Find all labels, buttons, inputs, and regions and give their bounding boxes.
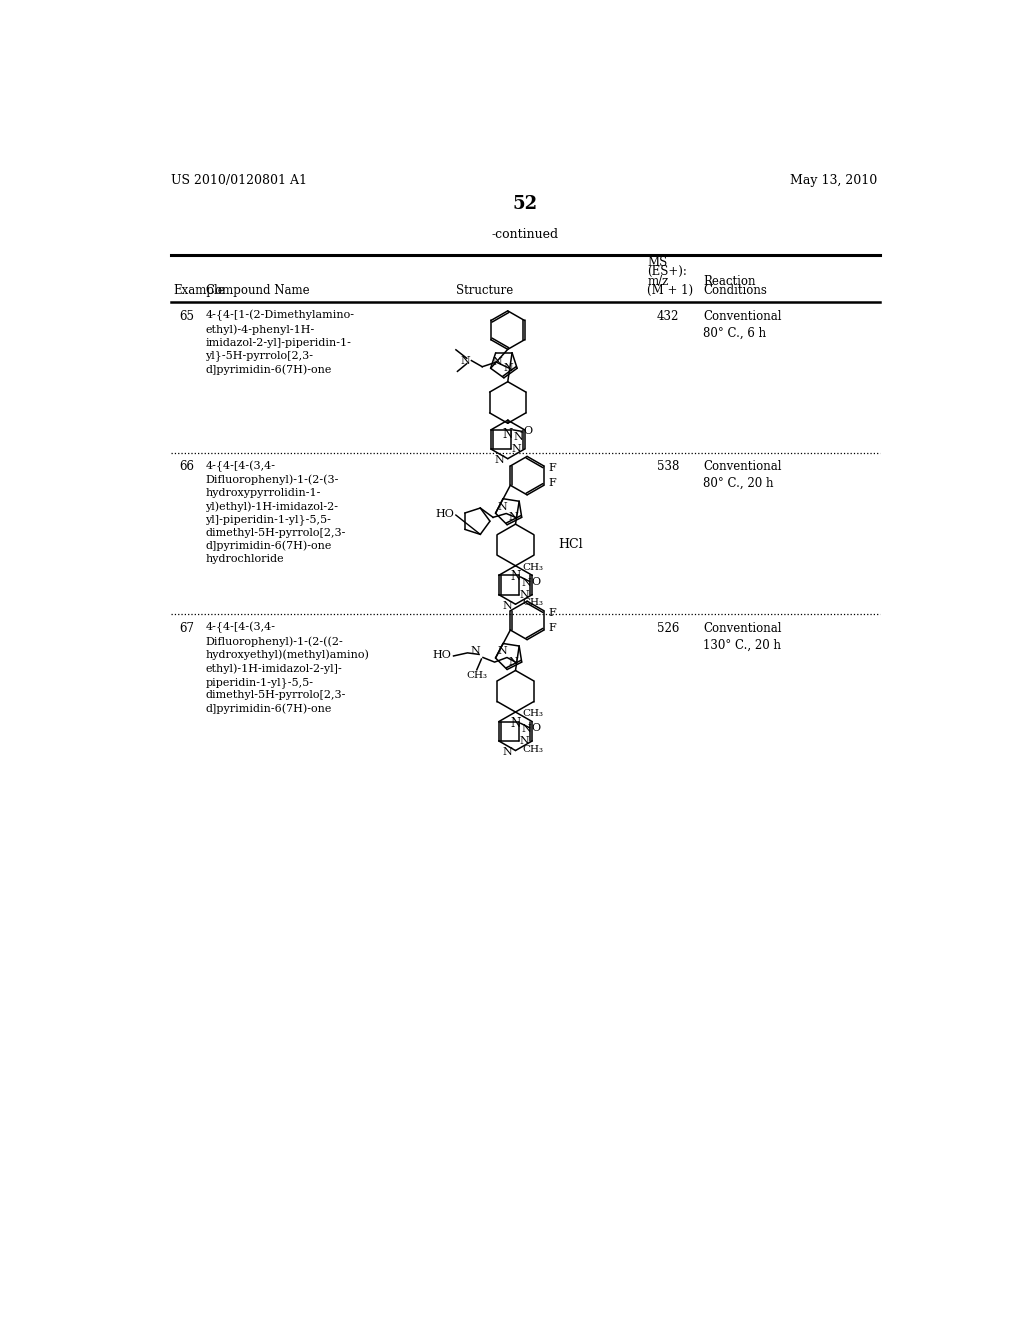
Text: May 13, 2010: May 13, 2010 (791, 174, 878, 187)
Text: N: N (503, 747, 512, 758)
Text: N: N (471, 645, 480, 656)
Text: CH₃: CH₃ (522, 598, 543, 607)
Text: F: F (549, 607, 557, 618)
Text: Conventional
80° C., 6 h: Conventional 80° C., 6 h (703, 310, 781, 339)
Text: 52: 52 (512, 195, 538, 214)
Text: (ES+):: (ES+): (647, 265, 687, 279)
Text: 4-{4-[4-(3,4-
Difluorophenyl)-1-(2-((2-
hydroxyethyl)(methyl)amino)
ethyl)-1H-im: 4-{4-[4-(3,4- Difluorophenyl)-1-(2-((2- … (206, 622, 370, 714)
Text: O: O (531, 577, 541, 586)
Text: Reaction: Reaction (703, 275, 756, 288)
Text: N: N (521, 723, 530, 734)
Text: O: O (523, 426, 532, 437)
Text: HCl: HCl (558, 539, 583, 552)
Text: 66: 66 (179, 461, 195, 474)
Text: HO: HO (432, 651, 452, 660)
Text: 526: 526 (656, 622, 679, 635)
Text: N: N (504, 363, 513, 374)
Text: N: N (495, 455, 505, 465)
Text: 4-{4-[4-(3,4-
Difluorophenyl)-1-(2-(3-
hydroxypyrrolidin-1-
yl)ethyl)-1H-imidazo: 4-{4-[4-(3,4- Difluorophenyl)-1-(2-(3- h… (206, 461, 346, 564)
Text: N: N (510, 570, 520, 583)
Text: 432: 432 (656, 310, 679, 323)
Text: CH₃: CH₃ (522, 709, 543, 718)
Text: Example: Example (173, 284, 224, 297)
Text: MS: MS (647, 256, 668, 269)
Text: N: N (519, 737, 529, 746)
Text: Structure: Structure (456, 284, 513, 297)
Text: N: N (508, 512, 518, 523)
Text: Compound Name: Compound Name (206, 284, 309, 297)
Text: O: O (531, 723, 541, 733)
Text: N: N (493, 356, 503, 367)
Text: N: N (521, 578, 530, 587)
Text: N: N (498, 502, 508, 512)
Text: F: F (549, 478, 557, 488)
Text: US 2010/0120801 A1: US 2010/0120801 A1 (171, 174, 306, 187)
Text: -continued: -continued (492, 227, 558, 240)
Text: N: N (508, 657, 518, 667)
Text: 4-{4-[1-(2-Dimethylamino-
ethyl)-4-phenyl-1H-
imidazol-2-yl]-piperidin-1-
yl}-5H: 4-{4-[1-(2-Dimethylamino- ethyl)-4-pheny… (206, 310, 354, 375)
Text: 538: 538 (656, 461, 679, 474)
Text: 67: 67 (179, 622, 195, 635)
Text: N: N (503, 428, 513, 441)
Text: CH₃: CH₃ (522, 562, 543, 572)
Text: N: N (513, 432, 523, 442)
Text: Conventional
80° C., 20 h: Conventional 80° C., 20 h (703, 461, 781, 490)
Text: Conditions: Conditions (703, 284, 767, 297)
Text: N: N (503, 601, 512, 611)
Text: 65: 65 (179, 310, 195, 323)
Text: Conventional
130° C., 20 h: Conventional 130° C., 20 h (703, 622, 781, 652)
Text: (M + 1): (M + 1) (647, 284, 693, 297)
Text: m/z: m/z (647, 275, 669, 288)
Text: N: N (460, 355, 470, 366)
Text: N: N (510, 717, 520, 730)
Text: N: N (498, 647, 508, 656)
Text: N: N (512, 444, 521, 454)
Text: HO: HO (435, 508, 455, 519)
Text: F: F (549, 463, 557, 473)
Text: F: F (549, 623, 557, 634)
Text: CH₃: CH₃ (466, 671, 487, 680)
Text: N: N (519, 590, 529, 599)
Text: CH₃: CH₃ (522, 744, 543, 754)
